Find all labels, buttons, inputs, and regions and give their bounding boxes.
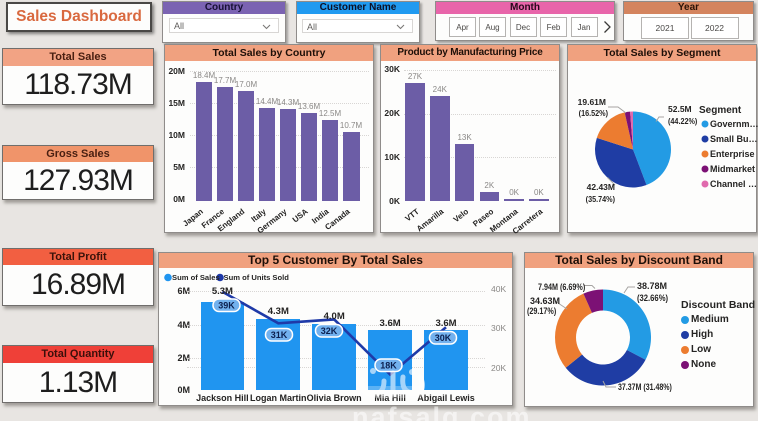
svg-text:31K: 31K: [271, 330, 288, 340]
svg-text:39K: 39K: [218, 301, 235, 311]
svg-text:18K: 18K: [380, 361, 397, 371]
svg-text:32K: 32K: [321, 326, 338, 336]
svg-text:30K: 30K: [435, 333, 452, 343]
